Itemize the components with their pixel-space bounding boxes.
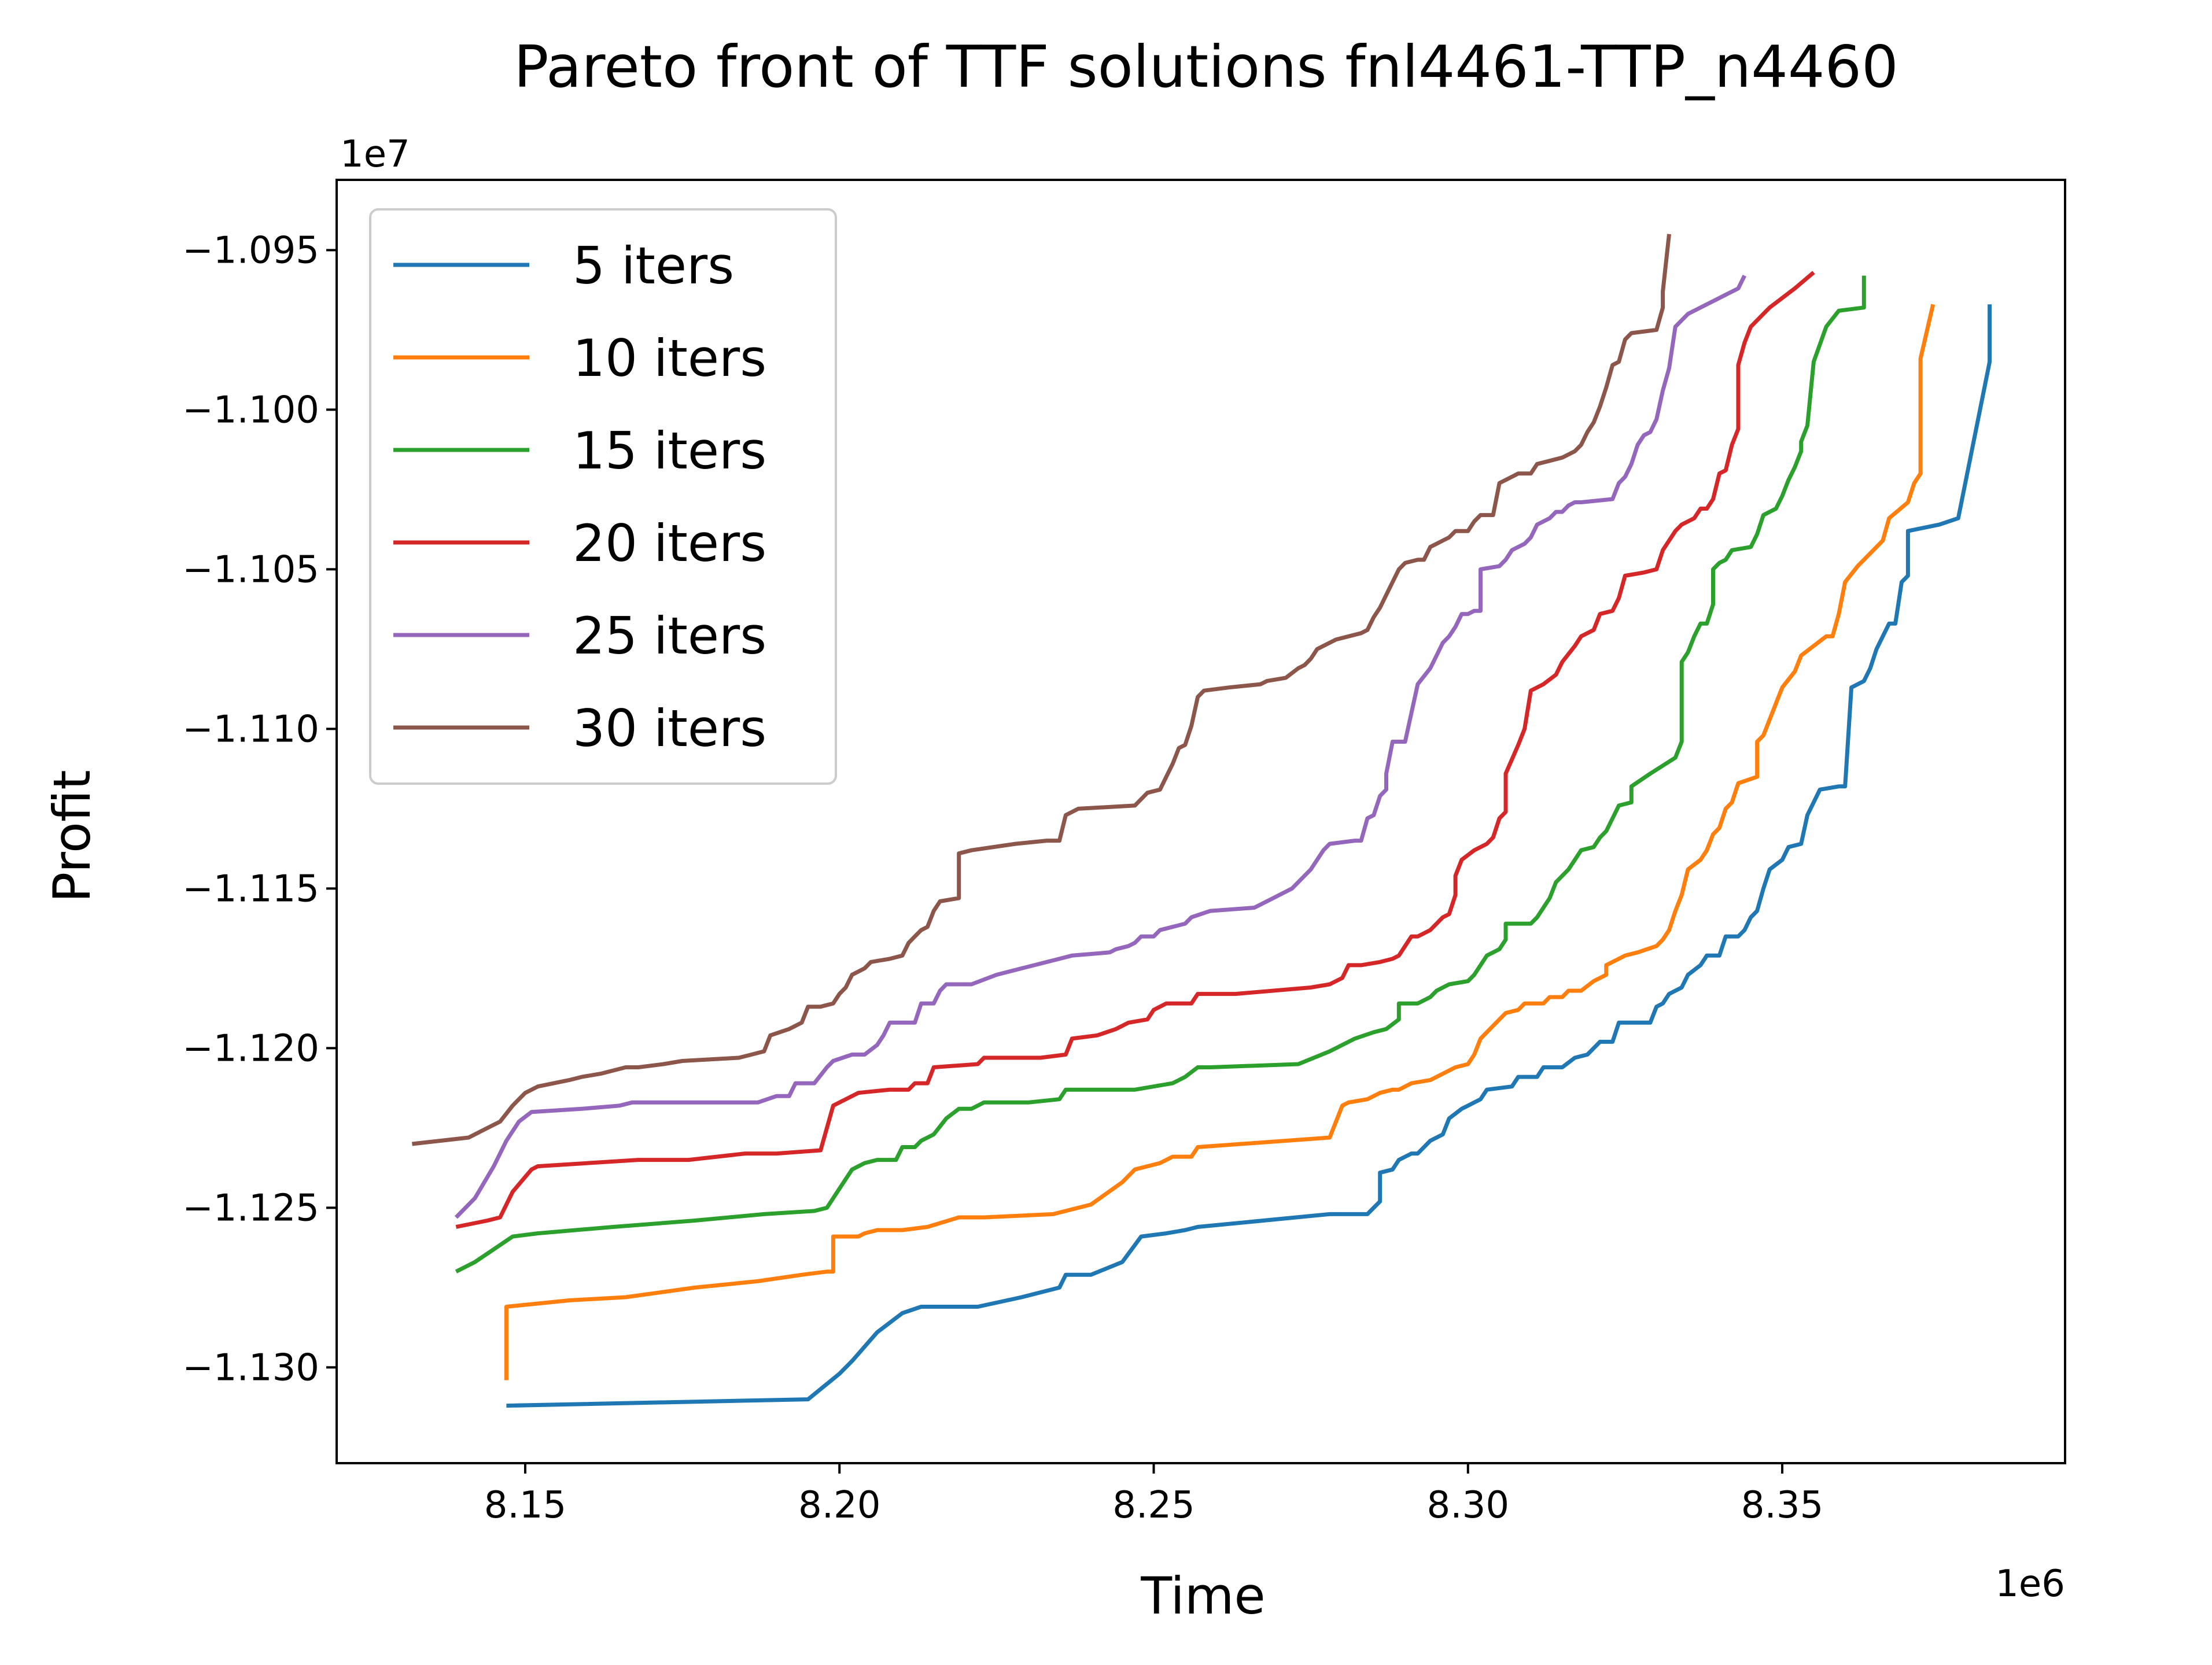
y-tick-label: −1.120 [182, 1027, 319, 1070]
x-tick-label: 8.35 [1741, 1484, 1824, 1527]
y-tick-label: −1.130 [182, 1346, 319, 1389]
legend-label: 5 iters [573, 236, 734, 296]
legend-label: 10 iters [573, 328, 766, 388]
legend-label: 25 iters [573, 606, 766, 666]
y-axis-offset-label: 1e7 [340, 133, 410, 176]
series-line-15-iters [455, 275, 1866, 1273]
y-tick-label: −1.100 [182, 389, 319, 431]
x-tick-label: 8.25 [1112, 1484, 1195, 1527]
x-axis-label: Time [1140, 1566, 1265, 1626]
series-line-10-iters [504, 304, 1936, 1380]
x-tick-label: 8.20 [798, 1484, 881, 1527]
x-tick-label: 8.15 [484, 1484, 567, 1527]
plot-area-frame [336, 179, 2066, 1464]
legend-label: 15 iters [573, 421, 766, 481]
y-tick-label: −1.115 [182, 867, 319, 910]
legend-label: 20 iters [573, 514, 766, 573]
legend-items: 5 iters 10 iters 15 iters 20 iters 25 iters 3… [393, 236, 766, 758]
x-axis-ticks: 8.15 8.20 8.25 8.30 8.35 [484, 1463, 1824, 1527]
x-tick-label: 8.30 [1427, 1484, 1510, 1527]
x-axis-offset-label: 1e6 [1995, 1563, 2065, 1605]
y-axis-label: Profit [42, 770, 102, 903]
legend-label: 30 iters [573, 699, 766, 758]
y-axis-ticks: −1.095 −1.100 −1.105 −1.110 −1.115 −1.120 −1.1… [182, 229, 337, 1389]
y-tick-label: −1.125 [182, 1187, 319, 1230]
series-lines [412, 234, 1992, 1408]
legend-box [369, 208, 837, 785]
series-line-20-iters [455, 271, 1815, 1229]
y-tick-label: −1.110 [182, 708, 319, 751]
series-line-25-iters [454, 275, 1747, 1219]
chart-title: Pareto front of TTF solutions fnl4461-TT… [514, 33, 1898, 101]
series-line-5-iters [506, 304, 1992, 1408]
series-line-30-iters [412, 234, 1671, 1146]
y-tick-label: −1.105 [182, 548, 319, 591]
y-tick-label: −1.095 [182, 229, 319, 272]
legend: 5 iters 10 iters 15 iters 20 iters 25 iters 3… [369, 208, 837, 785]
